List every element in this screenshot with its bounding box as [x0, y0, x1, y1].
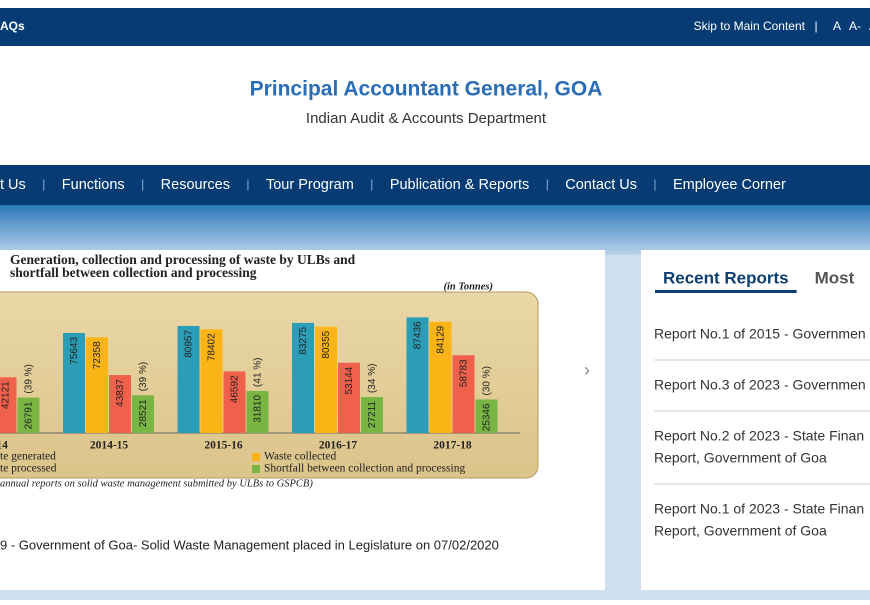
bar — [246, 390, 269, 433]
nav-sep: | — [246, 177, 249, 191]
bar-value-label: 87436 — [413, 321, 424, 349]
chart-unit: (in Tonnes) — [443, 281, 493, 292]
nav-sep: | — [653, 177, 656, 191]
bar — [338, 362, 360, 433]
bar — [177, 325, 200, 433]
slide: Generation, collection and processing of… — [0, 252, 539, 552]
bar — [132, 395, 154, 433]
sep: | — [814, 19, 817, 33]
nav-sep: | — [370, 177, 373, 191]
next-arrow[interactable]: › — [584, 360, 590, 380]
bar-value-label: 78402 — [207, 333, 218, 361]
bar — [17, 397, 40, 433]
pct-label: (39 %) — [24, 364, 35, 393]
report-link[interactable]: Report No.1 of 2015 - Governmen — [654, 326, 866, 342]
bar-value-label: 80957 — [184, 330, 195, 358]
bar — [452, 355, 475, 433]
report-link[interactable]: Report No.2 of 2023 - State Finan — [654, 428, 864, 444]
site-title: Principal Accountant General, GOA — [250, 78, 603, 101]
report-link[interactable]: Report, Government of Goa — [654, 523, 827, 539]
band — [0, 205, 870, 255]
report-tab[interactable]: Recent Reports — [663, 268, 789, 287]
legend-label: te processed — [0, 463, 57, 475]
bar-value-label: 75643 — [69, 337, 80, 365]
nav-item[interactable]: Publication & Reports — [390, 177, 529, 193]
pct-label: (30 %) — [482, 366, 493, 395]
bar-value-label: 28521 — [138, 399, 149, 427]
bar-value-label: 83275 — [298, 326, 309, 354]
skip-link[interactable]: Skip to Main Content — [694, 19, 806, 33]
chart-title: Generation, collection and processing of… — [10, 252, 356, 267]
bar-value-label: 58783 — [459, 359, 470, 387]
report-tab[interactable]: Most — [815, 268, 855, 287]
bar-value-label: 53144 — [344, 366, 355, 394]
tab-underline — [655, 290, 797, 293]
nav-sep: | — [141, 177, 144, 191]
legend-swatch — [252, 453, 260, 461]
report-link[interactable]: Report No.3 of 2023 - Governmen — [654, 377, 866, 393]
x-tick-label: 13-14 — [0, 440, 8, 452]
pct-label: (34 %) — [367, 364, 378, 393]
bar — [361, 397, 383, 433]
pct-label: (41 %) — [253, 357, 264, 386]
bar-value-label: 84129 — [436, 325, 447, 353]
nav-sep: | — [42, 177, 45, 191]
report-link[interactable]: Report, Government of Goa — [654, 450, 827, 466]
bar-value-label: 42121 — [1, 381, 12, 409]
legend-swatch — [252, 465, 260, 473]
bar — [109, 375, 131, 433]
bar — [63, 332, 85, 433]
bar-value-label: 80355 — [321, 330, 332, 358]
site-subtitle: Indian Audit & Accounts Department — [306, 110, 547, 127]
bar — [315, 326, 337, 433]
bar — [0, 377, 17, 433]
chart-source: annual reports on solid waste management… — [0, 478, 313, 489]
bar — [475, 399, 498, 433]
x-tick-label: 2017-18 — [433, 440, 472, 452]
nav-item[interactable]: Tour Program — [266, 177, 354, 193]
nav-item[interactable]: Contact Us — [565, 177, 637, 193]
nav-bar — [0, 165, 870, 205]
pct-label: (39 %) — [138, 362, 149, 391]
report-link[interactable]: Report No.1 of 2023 - State Finan — [654, 501, 864, 517]
bar-value-label: 25346 — [482, 403, 493, 431]
nav-item[interactable]: Functions — [62, 177, 125, 193]
faq-link[interactable]: AQs — [0, 19, 25, 33]
top-bar — [0, 8, 870, 46]
x-tick-label: 2016-17 — [319, 440, 358, 452]
bar-value-label: 43837 — [115, 379, 126, 407]
nav-item[interactable]: t Us — [0, 177, 26, 193]
x-tick-label: 2015-16 — [204, 440, 243, 452]
nav-item[interactable]: Employee Corner — [673, 177, 786, 193]
x-tick-label: 2014-15 — [90, 440, 129, 452]
bar — [292, 322, 314, 433]
slide-caption: 9 - Government of Goa- Solid Waste Manag… — [0, 537, 499, 552]
bar — [86, 337, 108, 433]
legend-label: Shortfall between collection and process… — [264, 463, 465, 475]
bar-value-label: 46592 — [230, 375, 241, 403]
reports-card — [641, 250, 870, 590]
bar-value-label: 72358 — [92, 341, 103, 369]
bar — [406, 317, 429, 433]
legend-label: Waste collected — [264, 451, 336, 463]
legend-label: te generated — [0, 451, 56, 463]
bar-value-label: 31810 — [253, 395, 264, 423]
nav-item[interactable]: Resources — [161, 177, 230, 193]
bar-value-label: 26791 — [24, 401, 35, 429]
bar-value-label: 27211 — [367, 401, 378, 429]
nav-sep: | — [546, 177, 549, 191]
font-size-btn[interactable]: A- — [849, 19, 861, 33]
chart-title: shortfall between collection and process… — [10, 265, 257, 280]
bar — [200, 329, 223, 433]
bar — [223, 371, 246, 433]
bar — [429, 321, 452, 433]
font-size-btn[interactable]: A — [833, 19, 841, 33]
